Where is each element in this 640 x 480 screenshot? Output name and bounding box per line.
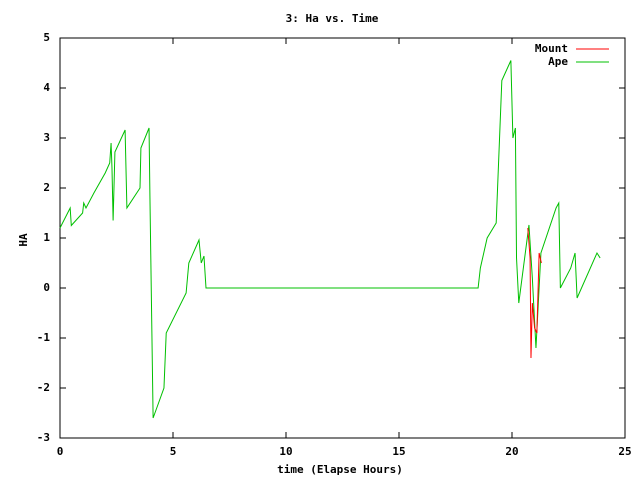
plot-border	[59, 37, 626, 439]
legend-label: Ape	[548, 55, 568, 68]
y-tick-label: 0	[43, 281, 50, 294]
series-line	[527, 227, 542, 359]
legend-label: Mount	[535, 42, 568, 55]
y-tick-label: -1	[37, 331, 51, 344]
y-tick-label: 1	[43, 231, 50, 244]
x-axis-label: time (Elapse Hours)	[277, 463, 403, 476]
x-tick-label: 15	[392, 445, 405, 458]
chart-title: 3: Ha vs. Time	[286, 12, 379, 25]
y-tick-label: -2	[37, 381, 50, 394]
y-axis-label: HA	[17, 233, 30, 247]
y-tick-label: -3	[37, 431, 50, 444]
x-tick-label: 20	[505, 445, 518, 458]
x-tick-label: 0	[57, 445, 64, 458]
x-tick-label: 25	[618, 445, 631, 458]
y-tick-label: 2	[43, 181, 50, 194]
y-tick-label: 3	[43, 131, 50, 144]
series-line	[59, 60, 601, 419]
y-tick-label: 5	[43, 31, 50, 44]
x-tick-label: 5	[170, 445, 177, 458]
x-tick-label: 10	[279, 445, 292, 458]
y-tick-label: 4	[43, 81, 50, 94]
